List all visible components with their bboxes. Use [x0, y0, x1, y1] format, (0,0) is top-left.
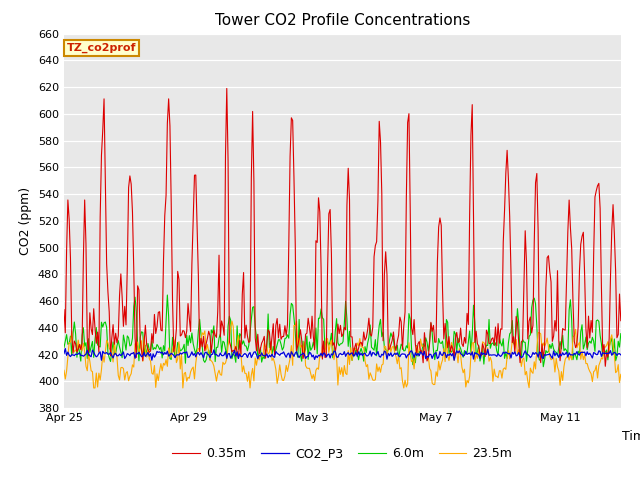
6.0m [385, 347, 392, 353]
CO2_P3 [492, 352, 499, 358]
CO2_P3 [385, 350, 392, 356]
0.35m [617, 318, 625, 324]
6.0m [490, 343, 498, 348]
0.35m [223, 85, 230, 91]
0.35m [602, 363, 609, 369]
23.5m [60, 367, 68, 373]
23.5m [228, 318, 236, 324]
Line: CO2_P3: CO2_P3 [64, 348, 621, 360]
6.0m [60, 345, 68, 350]
6.0m [448, 349, 456, 355]
CO2_P3 [448, 353, 456, 359]
0.35m [385, 347, 392, 352]
Legend: 0.35m, CO2_P3, 6.0m, 23.5m: 0.35m, CO2_P3, 6.0m, 23.5m [168, 443, 517, 466]
Title: Tower CO2 Profile Concentrations: Tower CO2 Profile Concentrations [214, 13, 470, 28]
Line: 23.5m: 23.5m [64, 321, 621, 388]
CO2_P3 [61, 346, 69, 351]
CO2_P3 [503, 350, 511, 356]
6.0m [617, 331, 625, 336]
0.35m [448, 343, 456, 348]
Y-axis label: CO2 (ppm): CO2 (ppm) [19, 187, 33, 255]
0.35m [572, 345, 579, 350]
CO2_P3 [60, 350, 68, 356]
6.0m [103, 324, 111, 330]
Line: 6.0m: 6.0m [64, 295, 621, 367]
0.35m [490, 342, 498, 348]
23.5m [573, 345, 580, 351]
6.0m [573, 357, 580, 362]
23.5m [492, 373, 499, 379]
23.5m [449, 346, 457, 352]
X-axis label: Time: Time [622, 431, 640, 444]
23.5m [503, 354, 511, 360]
0.35m [103, 261, 111, 266]
CO2_P3 [617, 352, 625, 358]
6.0m [163, 292, 171, 298]
6.0m [502, 350, 509, 356]
CO2_P3 [573, 349, 580, 355]
Line: 0.35m: 0.35m [64, 88, 621, 366]
CO2_P3 [104, 351, 112, 357]
Text: TZ_co2prof: TZ_co2prof [67, 43, 136, 53]
23.5m [617, 372, 625, 377]
23.5m [104, 340, 112, 346]
23.5m [90, 385, 97, 391]
CO2_P3 [451, 357, 458, 363]
0.35m [60, 307, 68, 312]
23.5m [386, 341, 394, 347]
6.0m [540, 364, 547, 370]
0.35m [502, 170, 509, 176]
